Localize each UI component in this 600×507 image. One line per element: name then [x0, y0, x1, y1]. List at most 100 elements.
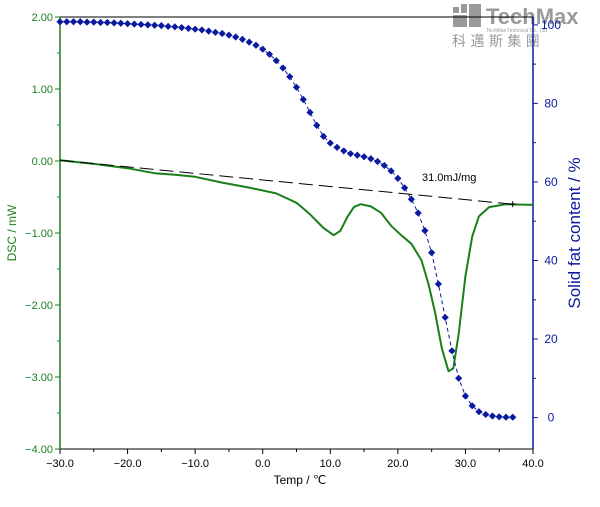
sfc-point	[434, 280, 442, 288]
sfc-point	[360, 153, 368, 161]
sfc-point	[245, 38, 253, 46]
sfc-point	[259, 45, 267, 53]
sfc-point	[272, 56, 280, 65]
x-axis-ticks: −30.0 −20.0 −10.0 0.0 10.0 20.0 30.0 40.0	[46, 449, 544, 470]
sfc-point	[401, 184, 409, 192]
logo-sub-english: TechMax Technical Co., Ltd	[486, 28, 547, 34]
sfc-point	[198, 26, 206, 34]
sfc-point	[509, 413, 517, 421]
sfc-point	[306, 108, 314, 117]
sfc-point	[367, 155, 375, 163]
sfc-point	[292, 83, 301, 91]
sfc-point	[488, 412, 497, 420]
sfc-point	[130, 20, 138, 28]
left-axis-title: DSC / mW	[5, 204, 19, 261]
sfc-point	[56, 18, 64, 26]
x-tick-label: −30.0	[46, 458, 74, 470]
sfc-point	[353, 151, 361, 159]
left-tick-label: −1.00	[25, 228, 53, 240]
sfc-point	[455, 374, 463, 382]
sfc-point	[502, 413, 510, 421]
right-tick-label: 100	[541, 18, 561, 32]
x-tick-label: −10.0	[181, 458, 209, 470]
sfc-curve	[60, 21, 513, 418]
enthalpy-annotation: 31.0mJ/mg	[422, 172, 476, 184]
sfc-point	[103, 18, 111, 27]
sfc-point	[299, 95, 307, 104]
sfc-point	[137, 20, 145, 29]
left-tick-label: 0.00	[32, 156, 53, 168]
right-tick-label: 80	[544, 96, 558, 110]
left-tick-label: −2.00	[25, 300, 53, 312]
x-tick-label: 10.0	[320, 458, 341, 470]
sfc-point	[482, 410, 490, 419]
sfc-point	[394, 174, 402, 183]
sfc-point	[171, 23, 179, 31]
sfc-point	[157, 22, 165, 30]
sfc-point	[468, 402, 476, 410]
x-tick-label: 30.0	[455, 458, 476, 470]
left-axis-ticks: −4.00 −3.00 −2.00 −1.00 0.00 1.00 2.00	[25, 12, 60, 456]
sfc-point	[63, 18, 71, 26]
sfc-point	[191, 25, 199, 33]
left-tick-label: 2.00	[32, 12, 53, 24]
sfc-point	[178, 24, 186, 32]
sfc-point	[83, 18, 91, 26]
sfc-point	[414, 209, 422, 217]
sfc-point	[96, 18, 105, 27]
sfc-point	[279, 64, 287, 72]
right-tick-label: 60	[544, 175, 558, 189]
left-tick-label: 1.00	[32, 84, 53, 96]
sfc-point	[340, 147, 348, 155]
sfc-point	[232, 33, 240, 41]
right-axis-ticks: 0 20 40 60 80 100	[533, 18, 561, 425]
sfc-point	[346, 150, 355, 158]
sfc-point	[448, 347, 456, 355]
x-tick-label: −20.0	[114, 458, 142, 470]
plot-frame	[59, 16, 534, 450]
left-tick-label: −3.00	[25, 372, 53, 384]
sfc-point	[252, 41, 260, 49]
sfc-point	[387, 167, 395, 175]
sfc-point	[380, 161, 388, 170]
x-tick-label: 0.0	[255, 458, 270, 470]
sfc-point	[151, 21, 159, 29]
sfc-point	[123, 20, 132, 28]
sfc-point	[421, 227, 429, 235]
right-tick-label: 20	[544, 332, 558, 346]
sfc-point	[90, 18, 98, 26]
sfc-point	[313, 121, 321, 129]
sfc-point	[373, 157, 382, 166]
sfc-point	[495, 413, 503, 421]
right-axis-title: Solid fat content / %	[565, 157, 584, 308]
sfc-point	[333, 143, 341, 151]
sfc-point	[144, 21, 152, 29]
sfc-point	[441, 313, 449, 322]
logo-sub-chinese: 科 邁 斯 集 團	[452, 33, 540, 50]
sfc-point	[326, 139, 334, 147]
sfc-point	[184, 24, 192, 32]
sfc-point	[265, 50, 274, 58]
sfc-point	[475, 408, 483, 416]
sfc-point	[238, 35, 247, 43]
x-tick-label: 20.0	[387, 458, 408, 470]
sfc-point	[225, 31, 233, 39]
x-axis-title: Temp / ℃	[274, 473, 327, 487]
series-layer	[56, 18, 534, 421]
sfc-point	[286, 73, 294, 81]
x-tick-label: 40.0	[522, 458, 543, 470]
sfc-point	[164, 22, 172, 31]
sfc-point	[319, 132, 328, 140]
sfc-point	[407, 195, 415, 203]
sfc-point	[76, 18, 84, 26]
dsc-curve	[59, 159, 534, 373]
sfc-point	[461, 392, 470, 400]
left-tick-label: −4.00	[25, 444, 53, 456]
sfc-point	[117, 19, 125, 27]
sfc-point	[110, 19, 118, 27]
sfc-point	[428, 249, 436, 257]
right-tick-label: 40	[544, 253, 558, 267]
sfc-point	[69, 18, 78, 26]
logo-mark-icon	[453, 4, 481, 27]
